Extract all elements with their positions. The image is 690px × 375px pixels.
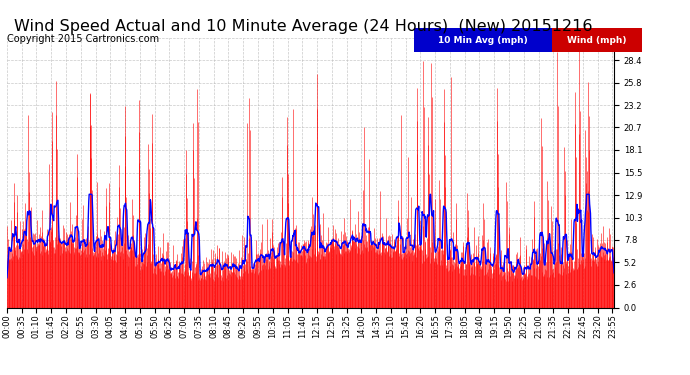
Text: Copyright 2015 Cartronics.com: Copyright 2015 Cartronics.com [7, 34, 159, 44]
Text: Wind (mph): Wind (mph) [567, 36, 627, 45]
Text: Wind Speed Actual and 10 Minute Average (24 Hours)  (New) 20151216: Wind Speed Actual and 10 Minute Average … [14, 19, 593, 34]
Text: 10 Min Avg (mph): 10 Min Avg (mph) [438, 36, 528, 45]
